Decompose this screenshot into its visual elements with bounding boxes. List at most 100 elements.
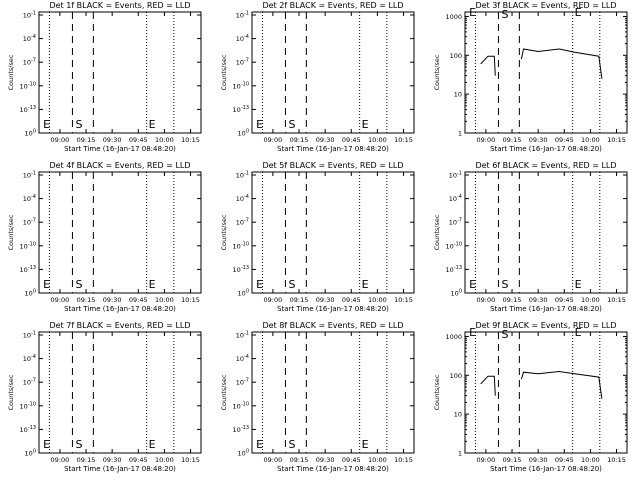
event-marker: S <box>75 438 82 451</box>
x-tick-label: 09:45 <box>129 136 148 144</box>
panel-title: Det 8f BLACK = Events, RED = LLD <box>262 321 403 330</box>
x-tick-label: 10:00 <box>368 296 387 304</box>
y-tick-exponent: -4 <box>31 354 36 360</box>
y-tick-mantissa: 10 <box>23 59 31 67</box>
event-marker: S <box>288 118 295 131</box>
y-tick-label: 10-1 <box>236 171 249 180</box>
y-tick-mantissa: 10 <box>20 106 28 114</box>
y-tick-mantissa: 10 <box>451 290 459 298</box>
x-axis-label: Start Time (16-Jan-17 08:48:20) <box>490 465 602 473</box>
y-tick-exponent: -4 <box>244 194 249 200</box>
y-tick-label: 10-4 <box>236 34 249 43</box>
y-tick-exponent: -13 <box>28 265 36 271</box>
event-marker: E <box>469 326 476 339</box>
x-tick-label: 09:45 <box>129 296 148 304</box>
y-tick-exponent: -10 <box>28 81 36 87</box>
x-tick-label: 10:15 <box>607 456 626 464</box>
y-tick-exponent: -7 <box>244 378 249 384</box>
event-marker: E <box>469 278 476 291</box>
y-tick-mantissa: 10 <box>25 290 33 298</box>
event-marker: E <box>362 278 369 291</box>
panel-det-9: Det 9f BLACK = Events, RED = LLD Start Ti… <box>433 321 628 473</box>
plot-frame <box>464 331 628 454</box>
panel-det-1: Det 1f BLACK = Events, RED = LLD Start Ti… <box>7 1 202 153</box>
x-tick-label: 09:45 <box>342 296 361 304</box>
x-tick-label: 09:30 <box>529 136 548 144</box>
y-tick-mantissa: 10 <box>236 219 244 227</box>
y-tick-mantissa: 10 <box>23 172 31 180</box>
event-marker: S <box>501 328 508 341</box>
y-tick-mantissa: 10 <box>23 195 31 203</box>
y-tick-label: 10-7 <box>23 378 36 387</box>
events-series-line <box>480 55 496 76</box>
y-tick-label: 10-7 <box>23 58 36 67</box>
y-tick-mantissa: 10 <box>238 130 246 138</box>
y-tick-label: 10-10 <box>20 401 36 410</box>
y-tick-mantissa: 10 <box>236 12 244 20</box>
y-tick-exponent: -1 <box>31 331 36 337</box>
y-tick-exponent: -10 <box>454 241 462 247</box>
y-tick-mantissa: 10 <box>446 242 454 250</box>
y-tick-label: 100 <box>25 449 36 458</box>
panel-title: Det 1f BLACK = Events, RED = LLD <box>49 1 190 10</box>
y-tick-label: 100 <box>25 129 36 138</box>
y-tick-exponent: -1 <box>244 11 249 17</box>
y-tick-mantissa: 10 <box>23 355 31 363</box>
y-tick-mantissa: 10 <box>23 219 31 227</box>
y-tick-mantissa: 10 <box>236 332 244 340</box>
y-tick-label: 100 <box>450 52 462 60</box>
y-axis-label: Counts/sec <box>7 374 15 410</box>
event-marker: S <box>75 278 82 291</box>
y-tick-exponent: -1 <box>244 171 249 177</box>
y-tick-label: 10-7 <box>236 58 249 67</box>
y-tick-mantissa: 10 <box>25 450 33 458</box>
x-tick-label: 09:15 <box>503 136 522 144</box>
events-series-line <box>520 48 603 79</box>
y-tick-label: 10-10 <box>233 81 249 90</box>
x-tick-label: 09:45 <box>555 456 574 464</box>
y-tick-exponent: -13 <box>454 265 462 271</box>
plot-frame <box>251 11 415 134</box>
y-tick-exponent: 0 <box>459 289 462 295</box>
y-tick-label: 10-10 <box>446 241 462 250</box>
y-tick-label: 10-1 <box>449 171 462 180</box>
x-tick-label: 10:15 <box>181 456 200 464</box>
panel-title: Det 3f BLACK = Events, RED = LLD <box>475 1 616 10</box>
x-tick-label: 10:15 <box>394 136 413 144</box>
events-series-line <box>480 375 496 396</box>
y-tick-label: 10-7 <box>449 218 462 227</box>
y-tick-label: 10-7 <box>236 218 249 227</box>
y-tick-label: 100 <box>450 372 462 380</box>
x-tick-label: 09:30 <box>103 456 122 464</box>
y-axis-label: Counts/sec <box>220 54 228 90</box>
x-axis-label: Start Time (16-Jan-17 08:48:20) <box>64 305 176 313</box>
y-tick-mantissa: 10 <box>23 35 31 43</box>
x-axis-label: Start Time (16-Jan-17 08:48:20) <box>490 305 602 313</box>
y-tick-exponent: 0 <box>33 449 36 455</box>
event-marker: E <box>575 6 582 19</box>
y-tick-exponent: -10 <box>28 241 36 247</box>
y-tick-exponent: -4 <box>31 194 36 200</box>
y-tick-label: 10-10 <box>233 401 249 410</box>
y-tick-label: 10-13 <box>20 425 36 434</box>
plot-frame <box>38 331 202 454</box>
y-tick-exponent: -7 <box>31 218 36 224</box>
y-tick-exponent: -4 <box>457 194 462 200</box>
panel-det-7: Det 7f BLACK = Events, RED = LLD Start Ti… <box>7 321 202 473</box>
y-axis-label: Counts/sec <box>7 54 15 90</box>
y-tick-exponent: 0 <box>33 289 36 295</box>
y-tick-label: 10-10 <box>20 241 36 250</box>
y-tick-label: 10-7 <box>23 218 36 227</box>
x-tick-label: 09:00 <box>264 296 283 304</box>
y-tick-mantissa: 10 <box>233 266 241 274</box>
y-tick-label: 10-4 <box>236 354 249 363</box>
x-tick-label: 10:15 <box>394 456 413 464</box>
x-tick-label: 10:15 <box>181 296 200 304</box>
x-tick-label: 10:00 <box>155 136 174 144</box>
y-axis-label: Counts/sec <box>433 54 441 90</box>
panel-det-2: Det 2f BLACK = Events, RED = LLD Start Ti… <box>220 1 415 153</box>
y-axis-label: Counts/sec <box>220 214 228 250</box>
panel-det-3: Det 3f BLACK = Events, RED = LLD Start Ti… <box>433 1 628 153</box>
x-tick-label: 09:45 <box>342 136 361 144</box>
